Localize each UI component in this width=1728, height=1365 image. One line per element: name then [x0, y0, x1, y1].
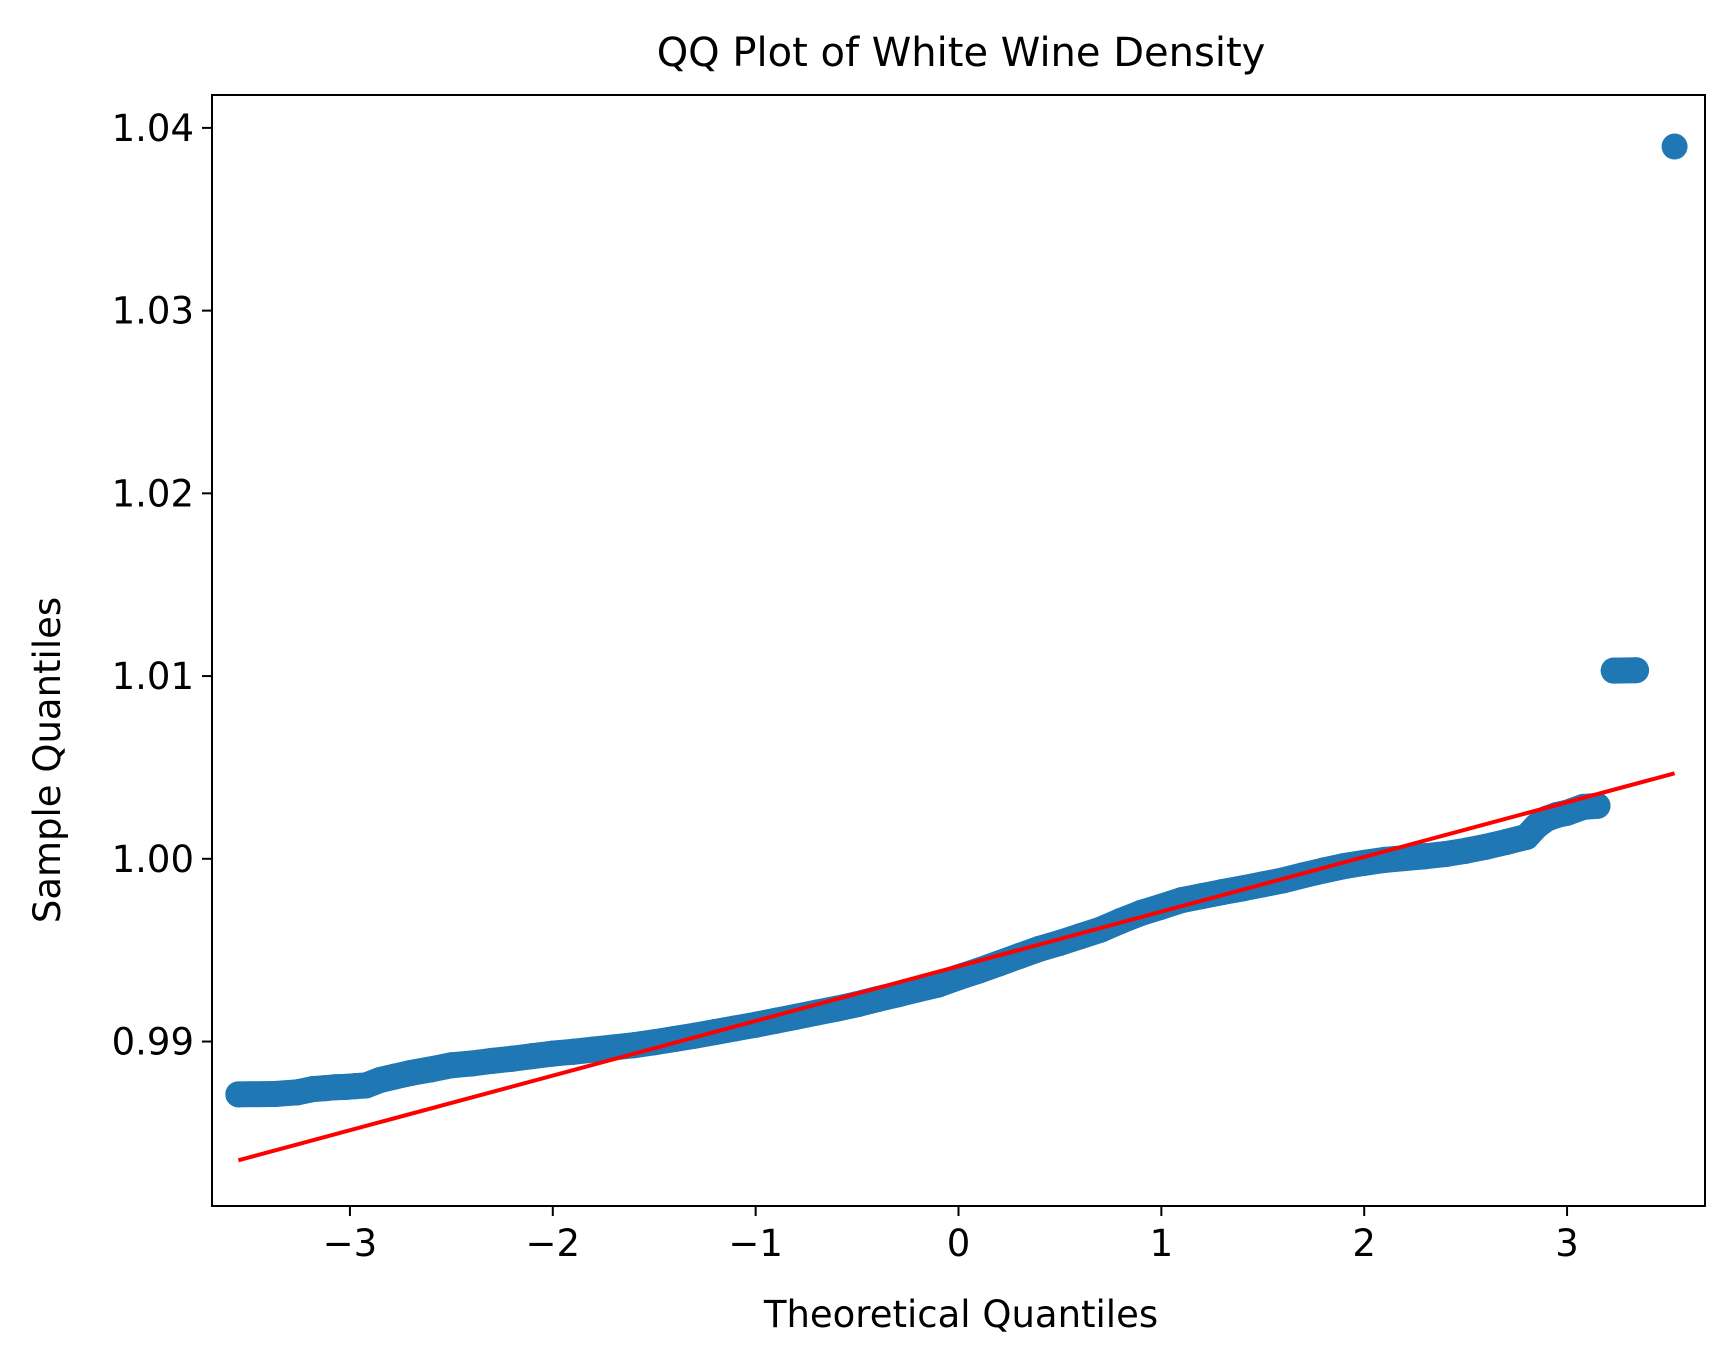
x-tick-label: 2: [1352, 1222, 1376, 1265]
x-tick-label: −1: [728, 1222, 783, 1265]
y-tick-label: 1.02: [112, 472, 194, 515]
x-tick-label: 0: [947, 1222, 971, 1265]
y-tick-label: 0.99: [112, 1021, 194, 1064]
quantile-points: [225, 134, 1687, 1108]
x-tick-label: 1: [1150, 1222, 1174, 1265]
quantile-point: [225, 1081, 251, 1107]
x-axis-label: Theoretical Quantiles: [763, 1293, 1158, 1336]
quantile-point: [1623, 657, 1649, 683]
quantile-point: [262, 1081, 288, 1107]
axes-frame: [212, 95, 1705, 1206]
reference-line: [238, 773, 1674, 1160]
x-tick-label: 3: [1555, 1222, 1579, 1265]
quantile-point: [1662, 134, 1688, 160]
y-axis-label: Sample Quantiles: [26, 597, 69, 923]
chart-title: QQ Plot of White Wine Density: [657, 30, 1266, 76]
y-tick-label: 1.03: [112, 290, 194, 333]
y-tick-label: 1.04: [112, 107, 194, 150]
y-tick-label: 1.01: [112, 655, 194, 698]
plot-area: −3 −2 −1 0 1 2 3 0.99 1.00 1.01 1.02 1.03 1.04: [112, 95, 1705, 1265]
y-tick-label: 1.00: [112, 838, 194, 881]
x-tick-label: −2: [526, 1222, 581, 1265]
x-tick-label: −3: [323, 1222, 378, 1265]
quantile-point: [1601, 658, 1627, 684]
